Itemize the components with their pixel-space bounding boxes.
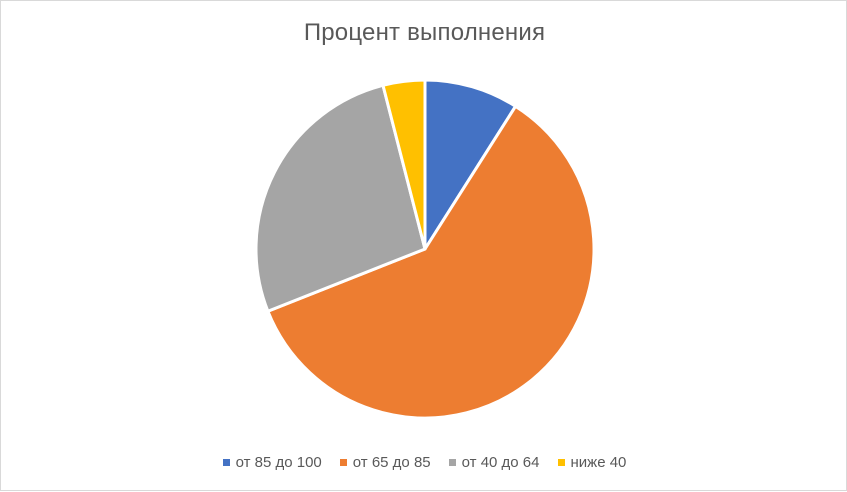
chart-legend: от 85 до 100 от 65 до 85 от 40 до 64 ниже 4… bbox=[1, 450, 847, 474]
pie-slice bbox=[423, 78, 518, 251]
pie-slice bbox=[266, 104, 596, 420]
legend-label: от 65 до 85 bbox=[352, 453, 431, 471]
legend-swatch bbox=[222, 458, 230, 466]
legend-item: от 40 до 64 bbox=[448, 453, 540, 471]
legend-label: ниже 40 bbox=[570, 453, 627, 471]
legend-label: от 85 до 100 bbox=[235, 453, 322, 471]
legend-swatch bbox=[557, 458, 565, 466]
chart-title: Процент выполнения bbox=[303, 19, 546, 46]
legend-swatch bbox=[448, 458, 456, 466]
legend-label: от 40 до 64 bbox=[461, 453, 540, 471]
pie-slice bbox=[254, 83, 427, 313]
legend-swatch bbox=[339, 458, 347, 466]
pie-slice bbox=[381, 78, 427, 251]
legend-item: от 85 до 100 bbox=[222, 453, 322, 471]
legend-item: от 65 до 85 bbox=[339, 453, 431, 471]
legend-item: ниже 40 bbox=[557, 453, 627, 471]
